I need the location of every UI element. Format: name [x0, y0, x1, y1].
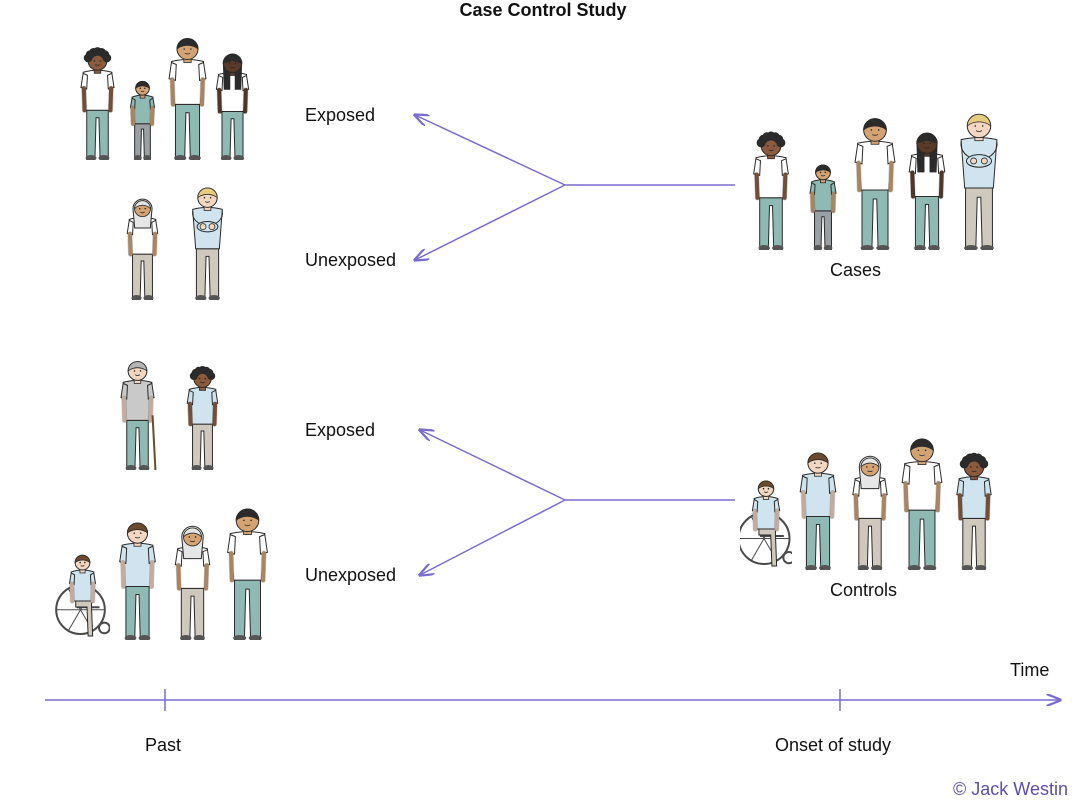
label-controls: Controls: [830, 580, 897, 601]
label-exposed-top: Exposed: [305, 105, 375, 126]
label-unexposed-bot: Unexposed: [305, 565, 396, 586]
label-past: Past: [145, 735, 181, 756]
people-unexposed-top: [110, 180, 240, 300]
label-unexposed-top: Unexposed: [305, 250, 396, 271]
people-controls: [740, 430, 1000, 570]
credit-text: © Jack Westin: [953, 779, 1068, 800]
people-exposed-bot: [105, 350, 235, 470]
label-time: Time: [1010, 660, 1049, 681]
diagram-title: Case Control Study: [0, 0, 1086, 21]
label-onset: Onset of study: [775, 735, 891, 756]
people-cases: [745, 105, 1005, 250]
label-exposed-bot: Exposed: [305, 420, 375, 441]
people-unexposed-bot: [55, 500, 275, 640]
label-cases: Cases: [830, 260, 881, 281]
people-exposed-top: [75, 30, 255, 160]
